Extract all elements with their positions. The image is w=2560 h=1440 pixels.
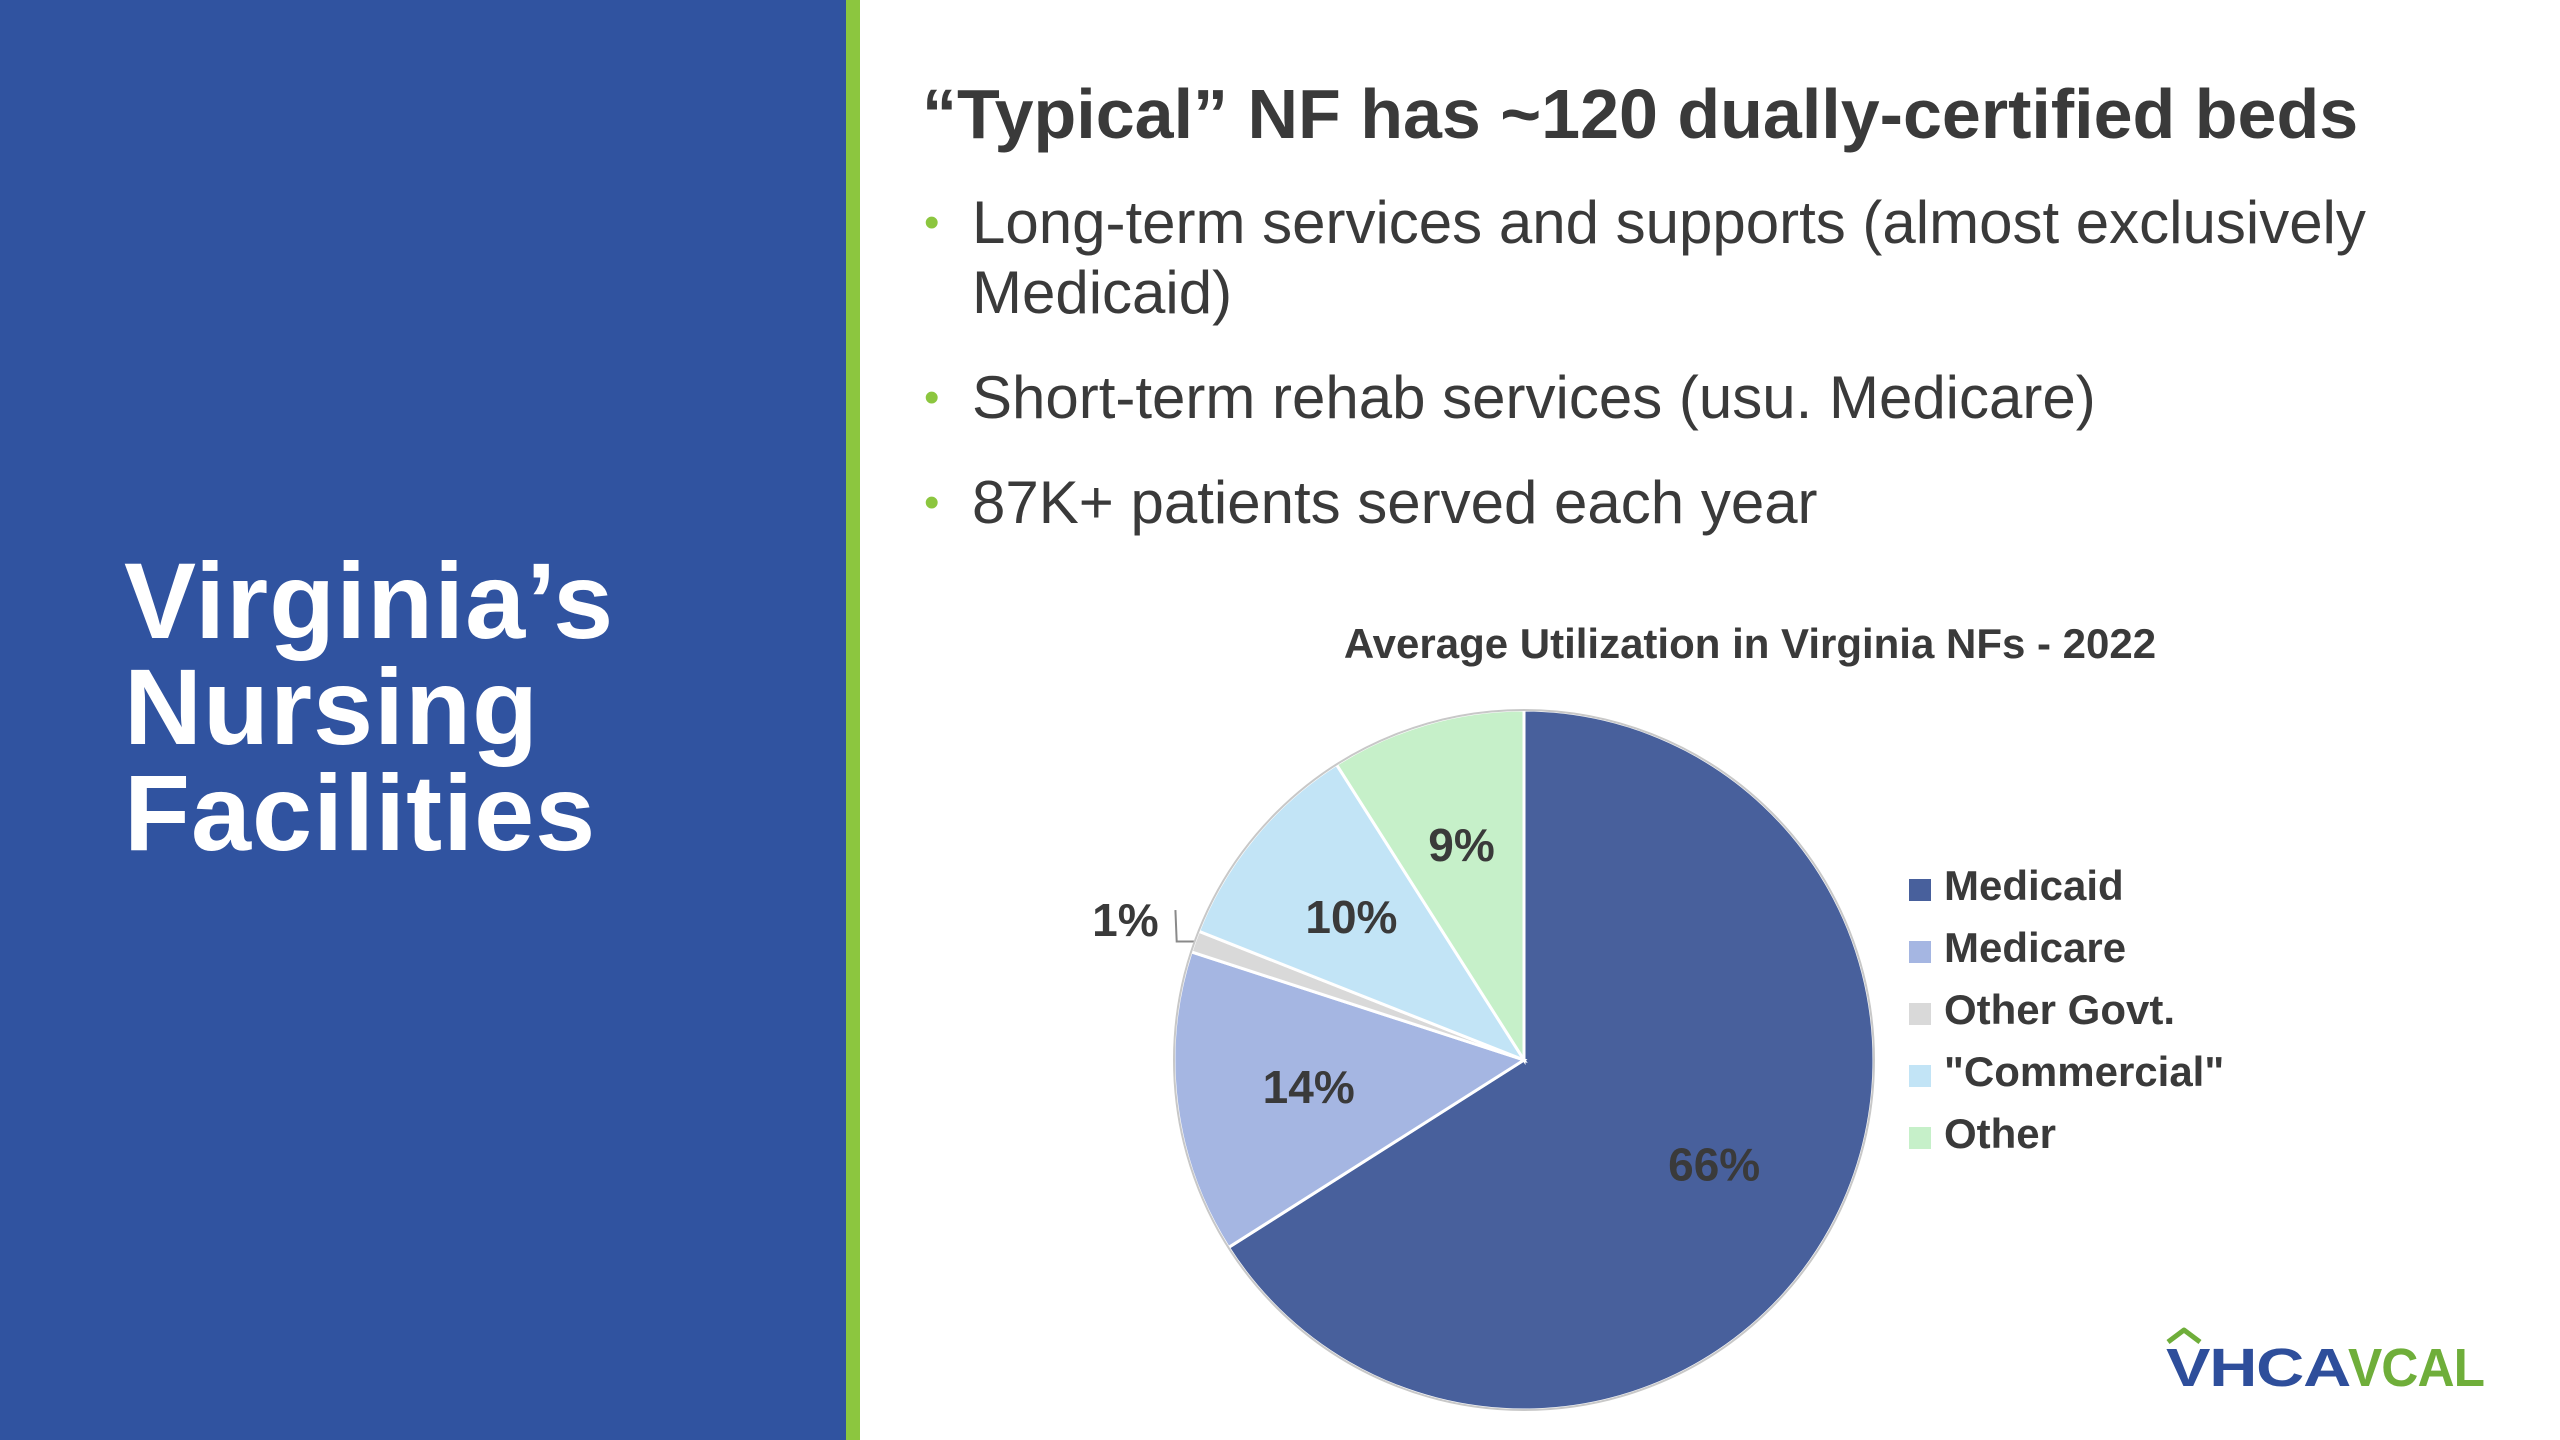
data-label-leader-line [1174,910,1195,943]
bullet-text: Long-term services and supports (almost … [972,189,2366,326]
bullet-text: 87K+ patients served each year [972,469,1818,536]
logo-vhca-text: VHCA [2166,1338,2350,1398]
legend-swatch [1907,939,1933,965]
data-label: 66% [1668,1139,1760,1191]
pie-outline [1173,709,1875,1411]
bullet-dot-icon: • [924,373,940,422]
legend-swatch [1907,1063,1933,1089]
data-label: 10% [1305,891,1397,943]
data-label: 9% [1428,819,1494,871]
logo-roof-icon [2166,1327,2202,1344]
bullet-item: • Long-term services and supports (almost… [922,188,2482,328]
section-title-line-2: Nursing [124,646,540,767]
bullet-dot-icon: • [924,198,940,247]
vhca-vcal-logo: VHCA VCAL [2166,1327,2485,1398]
bullet-text: Short-term rehab services (usu. Medicare… [972,364,2096,431]
section-title: Virginia’s Nursing Facilities [124,540,615,873]
legend-swatch [1907,1125,1933,1151]
legend-label: Medicaid [1944,862,2124,909]
logo-vcal-text: VCAL [2348,1338,2484,1398]
accent-divider [846,0,860,1440]
legend-swatch [1907,877,1933,903]
legend-label: Other [1944,1110,2056,1157]
chart-title: Average Utilization in Virginia NFs - 20… [1344,620,2156,667]
bullet-list: • Long-term services and supports (almost… [922,188,2482,573]
section-title-line-1: Virginia’s [124,540,615,661]
legend-swatch [1907,1001,1933,1027]
legend-label: Medicare [1944,924,2126,971]
legend-label: Other Govt. [1944,986,2175,1033]
bullet-dot-icon: • [924,478,940,527]
section-title-line-3: Facilities [124,752,597,873]
bullet-item: • Short-term rehab services (usu. Medicar… [922,363,2482,433]
data-label: 1% [1092,894,1158,946]
legend-label: "Commercial" [1944,1048,2224,1095]
utilization-pie-chart: Average Utilization in Virginia NFs - 20… [1092,620,2224,1412]
data-label: 14% [1263,1061,1355,1113]
bullet-item: • 87K+ patients served each year [922,468,2482,538]
slide-heading: “Typical” NF has ~120 dually-certified b… [922,75,2359,153]
left-panel: Virginia’s Nursing Facilities [0,0,846,1440]
